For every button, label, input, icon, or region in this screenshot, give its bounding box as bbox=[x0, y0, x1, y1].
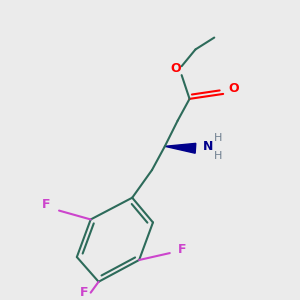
Text: N: N bbox=[203, 140, 214, 153]
Text: H: H bbox=[214, 134, 222, 143]
Text: H: H bbox=[214, 151, 222, 161]
Text: F: F bbox=[42, 198, 50, 211]
Text: F: F bbox=[178, 243, 187, 256]
Text: O: O bbox=[229, 82, 239, 95]
Polygon shape bbox=[165, 143, 196, 153]
Text: F: F bbox=[80, 286, 88, 299]
Text: O: O bbox=[170, 62, 181, 75]
